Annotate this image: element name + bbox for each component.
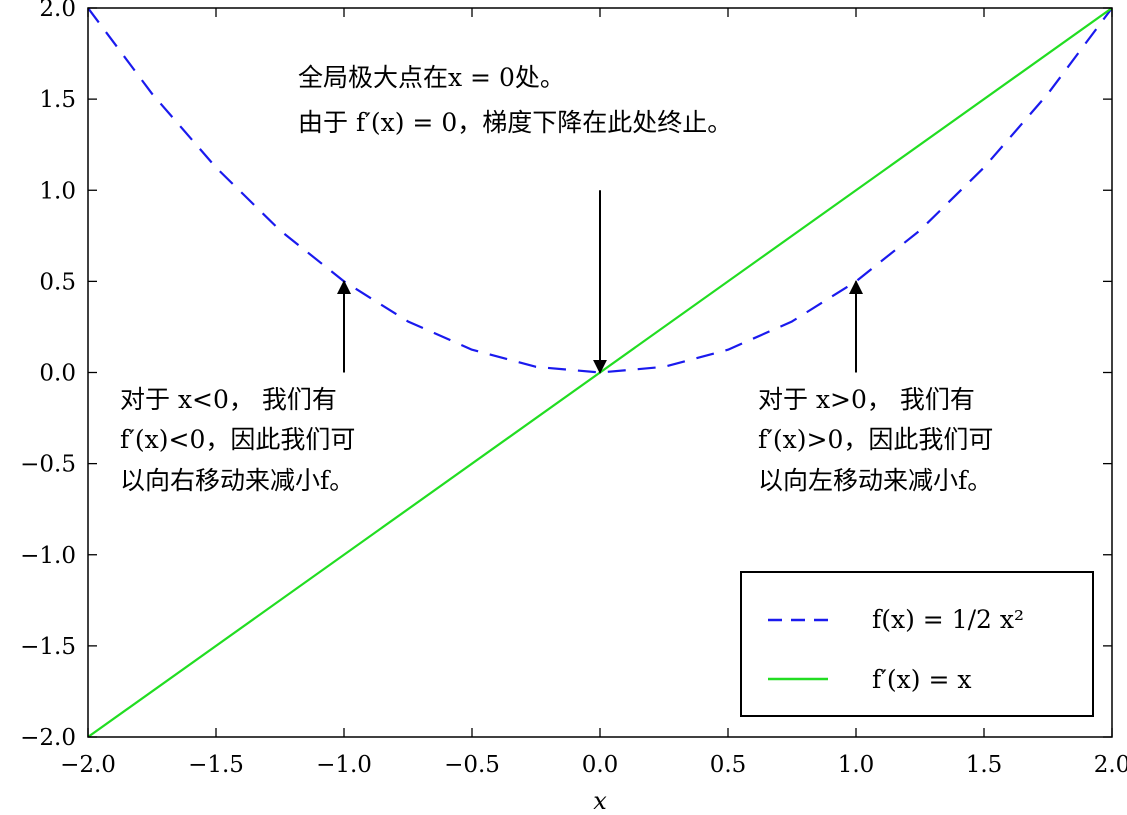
y-tick-label: 1.5: [39, 87, 76, 113]
annotation-right-line2: f′(x)>0，因此我们可: [758, 425, 993, 454]
plot-frame: [87, 7, 1113, 738]
annotation-top-line1: 全局极大点在x = 0处。: [298, 63, 565, 92]
annotation-right-line1: 对于 x>0， 我们有: [758, 385, 975, 414]
annotation-top-line2: 由于 f′(x) = 0，梯度下降在此处终止。: [298, 108, 732, 137]
annotation-left-line3: 以向右移动来减小f。: [120, 466, 354, 495]
x-tick-label: 0.0: [582, 752, 619, 778]
x-tick-label: 2.0: [1094, 752, 1127, 778]
tick-layer: −2.0 −1.5 −1.0 −0.5 0.0 0.5 1.0 1.5 2.0 −2.0 −1.5 −…: [20, 0, 1127, 778]
x-tick-label: −2.0: [60, 752, 116, 778]
y-tick-label: −1.0: [20, 543, 76, 569]
x-tick-label: −0.5: [444, 752, 500, 778]
arrow-layer: [337, 190, 863, 374]
y-tick-label: 2.0: [39, 0, 76, 22]
x-tick-label: −1.5: [188, 752, 244, 778]
y-tick-label: 1.0: [39, 178, 76, 204]
annotation-left-line1: 对于 x<0， 我们有: [120, 385, 337, 414]
legend-box: [740, 571, 1094, 717]
x-tick-label: −1.0: [316, 752, 372, 778]
y-tick-label: 0.0: [39, 361, 76, 387]
annotation-left-line2: f′(x)<0，因此我们可: [120, 425, 355, 454]
x-tick-label: 0.5: [710, 752, 747, 778]
y-tick-label: −0.5: [20, 452, 76, 478]
legend-label-parabola: f(x) = 1/2 x²: [872, 605, 1024, 634]
x-tick-label: 1.0: [838, 752, 875, 778]
y-tick-label: −2.0: [20, 725, 76, 751]
legend-label-line: f′(x) = x: [872, 665, 971, 694]
x-axis-label: x: [593, 787, 607, 815]
x-tick-label: 1.5: [966, 752, 1003, 778]
annotation-right-line3: 以向左移动来减小f。: [758, 466, 992, 495]
legend: f(x) = 1/2 x² f′(x) = x: [740, 571, 1094, 717]
y-tick-label: 0.5: [39, 269, 76, 295]
y-tick-label: −1.5: [20, 634, 76, 660]
